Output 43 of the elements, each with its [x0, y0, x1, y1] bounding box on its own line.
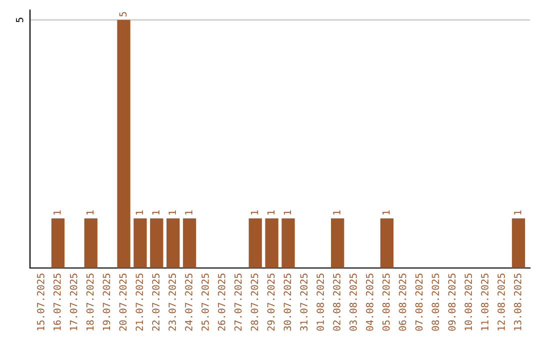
data-label: 1 [333, 210, 340, 214]
x-tick-label: 29.07.2025 [267, 274, 275, 331]
data-label: 1 [267, 210, 274, 214]
x-tick-label: 13.08.2025 [514, 274, 522, 330]
data-label: 1 [136, 210, 143, 214]
x-tick-label: 12.08.2025 [498, 274, 505, 330]
x-tick-label: 11.08.2025 [481, 274, 488, 330]
x-tick-label: 27.07.2025 [234, 274, 242, 331]
x-tick-label: 20.07.2025 [119, 274, 127, 331]
data-label: 1 [284, 210, 291, 214]
data-label: 1 [382, 210, 390, 214]
x-tick-label: 04.08.2025 [366, 274, 374, 331]
x-tick-label: 09.08.2025 [448, 274, 456, 331]
x-tick-label: 03.08.2025 [350, 274, 357, 331]
data-label: 1 [185, 210, 192, 214]
x-tick-label: 17.07.2025 [70, 274, 78, 330]
data-label: 1 [86, 210, 94, 214]
data-label: 1 [168, 210, 176, 214]
x-tick-label: 30.07.2025 [284, 274, 292, 331]
x-tick-label: 25.07.2025 [201, 274, 209, 331]
x-tick-label: 15.07.2025 [37, 274, 44, 330]
x-tick-label: 26.07.2025 [218, 274, 226, 331]
x-tick-label: 23.07.2025 [168, 274, 176, 331]
data-label: 1 [54, 210, 61, 214]
x-tick-label: 21.07.2025 [136, 274, 144, 331]
x-tick-label: 06.08.2025 [398, 274, 406, 331]
x-tick-label: 01.08.2025 [316, 274, 324, 331]
x-tick-label: 05.08.2025 [382, 274, 390, 331]
data-label: 5 [119, 12, 127, 16]
x-tick-label: 08.08.2025 [432, 274, 440, 331]
x-tick-label: 02.08.2025 [333, 274, 340, 331]
x-tick-label: 10.08.2025 [464, 274, 472, 330]
x-tick-label: 31.07.2025 [300, 274, 308, 331]
x-tick-label: 28.07.2025 [250, 274, 258, 331]
data-label: 1 [514, 210, 522, 214]
x-tick-label: 07.08.2025 [415, 274, 423, 331]
data-label: 1 [152, 210, 160, 214]
data-label: 1 [250, 210, 258, 214]
x-tick-label: 18.07.2025 [86, 274, 94, 330]
x-tick-label: 19.07.2025 [102, 274, 110, 330]
x-tick-label: 22.07.2025 [152, 274, 160, 331]
x-tick-label: 24.07.2025 [185, 274, 192, 331]
x-tick-label: 16.07.2025 [53, 274, 61, 330]
